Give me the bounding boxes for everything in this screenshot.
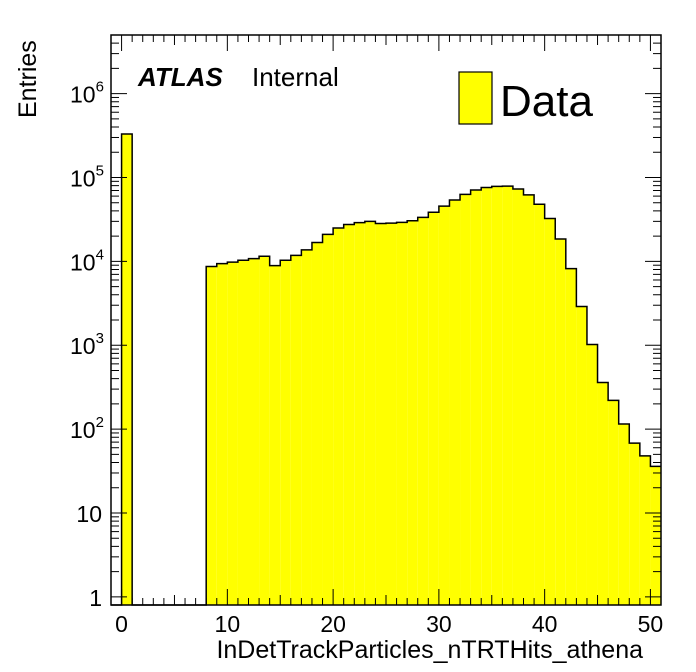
histogram-bar <box>491 186 503 605</box>
y-tick-label: 10 <box>76 501 102 527</box>
x-tick-label: 30 <box>426 611 452 637</box>
histogram-bar <box>364 221 376 605</box>
histogram-bar <box>259 256 270 605</box>
histogram-bar <box>290 255 302 606</box>
histogram-bar <box>544 218 556 605</box>
atlas-label: ATLAS <box>137 62 223 92</box>
histogram-bar <box>301 249 312 606</box>
y-tick-label: 102 <box>70 414 104 443</box>
histogram-bar <box>512 188 524 606</box>
histogram-bar <box>565 268 577 605</box>
legend-swatch <box>458 71 493 125</box>
histogram-bar <box>608 400 619 605</box>
histogram-bar <box>248 258 260 605</box>
histogram-bar <box>311 242 323 605</box>
histogram-bar <box>618 424 630 605</box>
histogram-bar <box>597 382 609 605</box>
y-tick-label: 1 <box>89 585 102 611</box>
histogram-bar <box>639 455 651 605</box>
x-tick-label: 40 <box>532 611 558 637</box>
x-tick-label: 20 <box>320 611 346 637</box>
histogram-bar <box>333 227 344 606</box>
histogram-bar <box>650 466 661 605</box>
histogram-bar <box>121 134 133 605</box>
histogram-bar <box>417 217 429 606</box>
histogram-bar <box>216 263 228 605</box>
y-tick-label: 104 <box>70 246 104 275</box>
x-axis-title: InDetTrackParticles_nTRTHits_athena <box>216 636 643 664</box>
histogram-bar <box>586 344 598 605</box>
histogram-bar <box>555 238 566 605</box>
histogram-bar <box>407 220 418 605</box>
y-tick-label: 105 <box>70 163 104 192</box>
histogram-bar <box>237 260 249 605</box>
histogram-outline <box>111 133 661 606</box>
histogram-bar <box>375 223 386 605</box>
histogram-bar <box>396 222 408 605</box>
histogram-bar <box>354 222 365 606</box>
histogram-bar <box>534 204 545 605</box>
histogram-bar <box>470 189 482 605</box>
y-tick-label: 103 <box>70 330 104 359</box>
x-tick-label: 0 <box>115 611 128 637</box>
histogram-bar <box>481 187 492 605</box>
histogram-bar <box>629 443 640 605</box>
histogram-bar <box>460 194 471 605</box>
histogram-bar <box>576 306 587 605</box>
histogram-bars <box>121 134 661 606</box>
histogram-bar <box>428 212 439 605</box>
histogram-bar <box>206 266 217 605</box>
internal-label: Internal <box>252 62 339 92</box>
x-axis-ticks: 0 10 20 30 40 50 <box>115 35 663 637</box>
histogram-bar <box>343 224 355 605</box>
histogram-bar <box>386 223 397 606</box>
histogram-bar <box>449 199 461 605</box>
histogram-bar <box>280 260 291 605</box>
histogram-bar <box>523 194 535 605</box>
histogram-bar <box>269 265 281 605</box>
histogram-bar <box>322 234 334 605</box>
legend-label: Data <box>500 77 593 126</box>
histogram-bar <box>502 186 513 605</box>
y-axis-title: Entries <box>14 40 42 118</box>
x-tick-label: 10 <box>215 611 241 637</box>
y-axis-ticks: 1 10 102 103 104 105 106 <box>70 34 661 611</box>
x-tick-label: 50 <box>638 611 664 637</box>
histogram-bar <box>227 262 238 605</box>
y-tick-label: 106 <box>70 79 104 108</box>
histogram-bar <box>438 206 450 605</box>
